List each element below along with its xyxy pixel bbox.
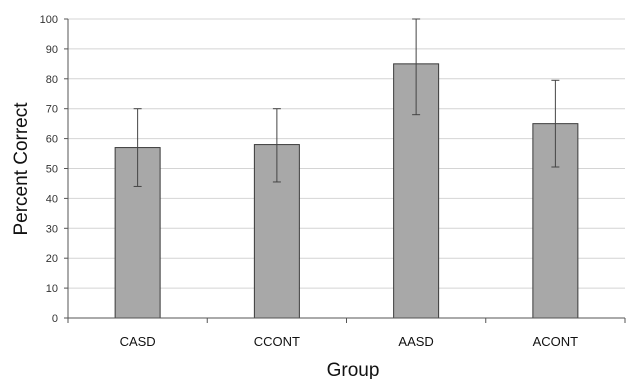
y-tick-label: 100	[40, 14, 58, 26]
x-axis-title: Group	[327, 360, 380, 379]
y-tick-label: 90	[46, 44, 58, 56]
x-tick-label-aasd: AASD	[398, 334, 433, 349]
x-tick-label-casd: CASD	[120, 334, 156, 349]
gridlines	[68, 18, 625, 289]
x-axis-labels: CASD CCONT AASD ACONT	[120, 334, 579, 349]
y-tick-label: 10	[46, 283, 58, 295]
y-tick-label: 80	[46, 74, 58, 86]
bars	[114, 63, 579, 319]
x-tick-label-ccont: CCONT	[254, 334, 300, 349]
y-tick-label: 20	[46, 253, 58, 265]
error-bar-ccont	[272, 108, 281, 183]
error-bars	[133, 18, 560, 187]
y-axis-title: Percent Correct	[11, 102, 32, 236]
y-tick-label: 0	[52, 313, 58, 325]
y-tick-label: 40	[46, 193, 58, 205]
axes	[67, 19, 626, 323]
error-bar-aasd	[412, 18, 421, 116]
x-tick-label-acont: ACONT	[533, 334, 579, 349]
y-tick-label: 60	[46, 134, 58, 146]
error-bar-acont	[551, 79, 560, 168]
y-tick-label: 50	[46, 164, 58, 176]
bar-casd	[114, 147, 161, 319]
y-axis-ticks: 0 10 20 30 40 50 60 70 80 90 100	[40, 14, 68, 325]
error-bar-casd	[133, 108, 142, 187]
y-tick-label: 30	[46, 223, 58, 235]
y-tick-label: 70	[46, 104, 58, 116]
